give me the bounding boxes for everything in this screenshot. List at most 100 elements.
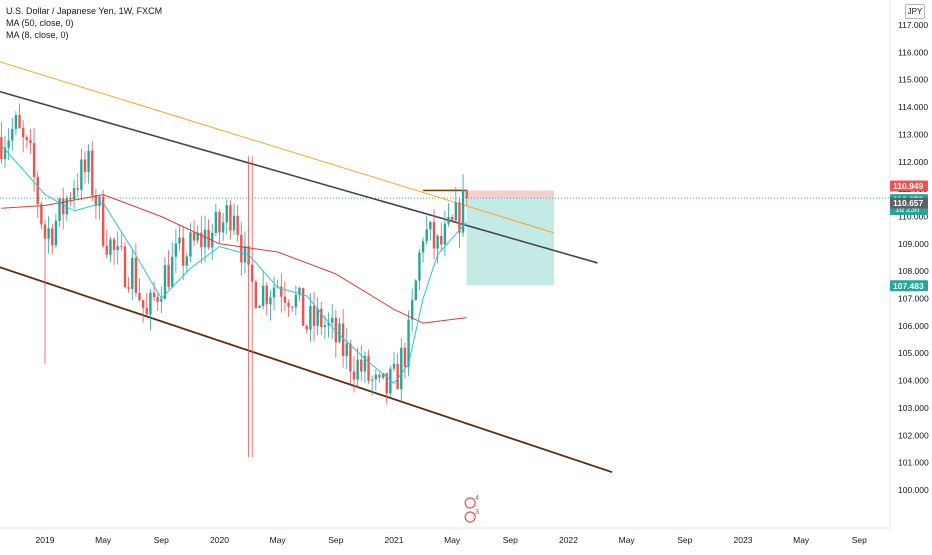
- currency-badge[interactable]: JPY: [905, 4, 925, 19]
- ma50-line: [1, 194, 467, 324]
- time-tick-label: May: [444, 535, 461, 545]
- candle-body: [7, 140, 10, 148]
- candle-body: [83, 159, 87, 172]
- candle-body: [345, 343, 348, 356]
- candle-body: [447, 217, 450, 224]
- candle-body: [465, 189, 468, 199]
- ma8-legend[interactable]: MA (8, close, 0): [6, 30, 69, 40]
- candle-body: [458, 202, 461, 233]
- candle-body: [54, 220, 58, 246]
- symbol-title[interactable]: U.S. Dollar / Japanese Yen, 1W, FXCM: [6, 6, 163, 16]
- candle-body: [32, 143, 36, 177]
- candle-body: [189, 232, 192, 257]
- candle-body: [105, 245, 109, 255]
- candle-body: [25, 137, 29, 141]
- time-tick-label: May: [619, 535, 636, 545]
- candle-body: [200, 232, 203, 248]
- time-tick-label: 2023: [734, 535, 753, 545]
- candle-body: [29, 140, 32, 144]
- candle-body: [356, 359, 359, 380]
- candle-body: [236, 215, 239, 235]
- time-tick-label: Sep: [852, 535, 867, 545]
- candle-body: [305, 325, 308, 330]
- candle-body: [58, 198, 61, 221]
- price-tick-label: 100.000: [898, 485, 929, 495]
- chart-legend: U.S. Dollar / Japanese Yen, 1W, FXCM MA …: [6, 5, 162, 41]
- price-tick-label: 101.000: [898, 458, 929, 468]
- candle-body: [312, 305, 316, 326]
- candle-body: [454, 202, 458, 221]
- candle-body: [247, 246, 250, 265]
- candle-body: [378, 374, 381, 378]
- candle-body: [47, 228, 50, 239]
- candle-body: [374, 374, 378, 380]
- candle-body: [418, 252, 421, 281]
- candle-body: [301, 287, 305, 326]
- candle-body: [265, 285, 268, 305]
- candle-body: [330, 317, 334, 323]
- candle-body: [280, 286, 283, 297]
- candle-body: [432, 221, 436, 249]
- price-axis-label-ma: 110.657: [893, 198, 924, 208]
- candle-body: [381, 373, 385, 378]
- candle-body: [156, 297, 159, 302]
- candle-body: [192, 232, 196, 241]
- event-count-label: 3: [475, 509, 479, 516]
- candle-body: [320, 308, 323, 328]
- price-tick-label: 110.000: [898, 211, 928, 221]
- candle-body: [232, 215, 236, 231]
- price-axis-badge-target: [890, 280, 928, 292]
- candle-body: [65, 198, 69, 215]
- candle-body: [174, 243, 178, 257]
- candle-body: [80, 159, 83, 190]
- candle-body: [0, 137, 3, 160]
- candle-body: [178, 237, 181, 244]
- candle-body: [167, 265, 170, 287]
- candle-body: [116, 246, 119, 250]
- candle-body: [112, 239, 116, 250]
- candle-body: [87, 150, 90, 172]
- candle-body: [127, 287, 130, 289]
- candle-body: [131, 257, 134, 289]
- candle-body: [3, 147, 7, 160]
- time-tick-label: 2019: [36, 535, 55, 545]
- candle-body: [258, 306, 261, 308]
- ma50-legend[interactable]: MA (50, close, 0): [6, 18, 74, 28]
- price-tick-label: 106.000: [898, 321, 929, 331]
- countdown-label: 1d 23h: [895, 205, 919, 214]
- candle-body: [214, 211, 218, 233]
- candle-body: [294, 294, 298, 308]
- candle-body: [11, 129, 14, 141]
- candle-body: [414, 280, 418, 301]
- candle-body: [360, 359, 363, 372]
- price-tick-label: 103.000: [898, 403, 929, 413]
- candle-body: [171, 256, 174, 287]
- candle-body: [338, 323, 341, 343]
- price-tick-label: 116.000: [898, 47, 928, 57]
- candle-body: [160, 298, 163, 302]
- candle-body: [72, 188, 76, 200]
- candle-body: [225, 205, 228, 223]
- candle-body: [251, 264, 254, 282]
- candle-body: [141, 299, 145, 308]
- candle-body: [450, 217, 454, 221]
- price-axis-badge-stop: [890, 180, 928, 192]
- candle-body: [69, 198, 72, 200]
- price-tick-label: 113.000: [898, 129, 928, 139]
- price-tick-label: 104.000: [898, 376, 929, 386]
- candle-body: [91, 150, 94, 196]
- candle-body: [123, 246, 127, 288]
- candle-body: [43, 224, 47, 239]
- candle-body: [327, 322, 330, 326]
- stop-loss-zone: [466, 190, 554, 199]
- candle-body: [396, 363, 399, 390]
- price-tick-label: 109.000: [898, 239, 929, 249]
- time-tick-label: Sep: [328, 535, 343, 545]
- candle-body: [298, 287, 301, 295]
- candle-body: [145, 307, 148, 315]
- candle-body: [407, 319, 410, 367]
- price-axis-badge-ma: [890, 197, 928, 209]
- candle-body: [287, 302, 290, 307]
